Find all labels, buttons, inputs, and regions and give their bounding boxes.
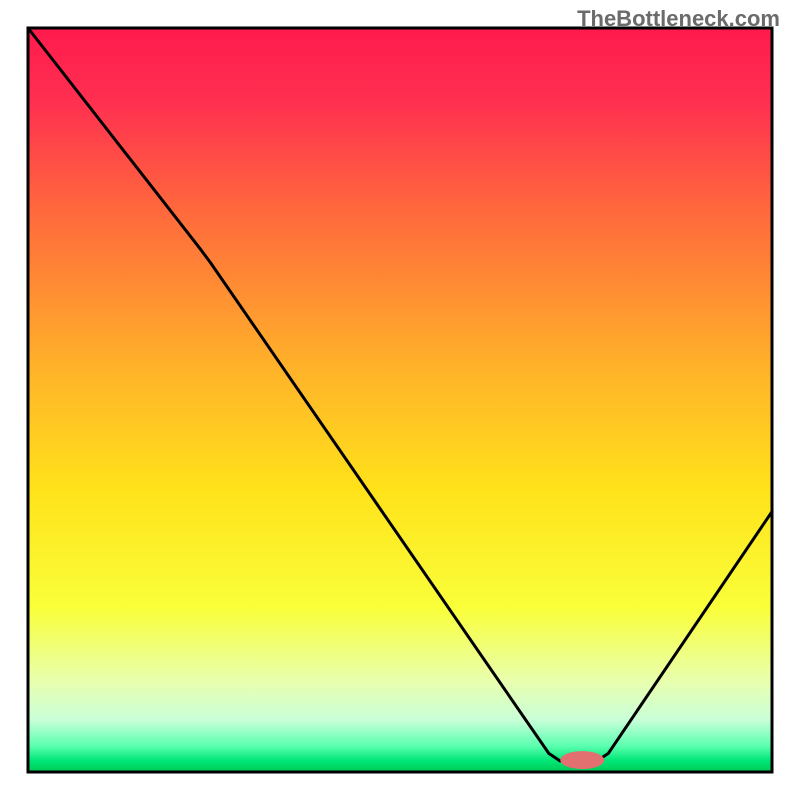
bottleneck-chart [0,0,800,800]
optimal-marker [560,751,604,769]
watermark-text: TheBottleneck.com [577,6,780,32]
gradient-bg [28,28,772,772]
